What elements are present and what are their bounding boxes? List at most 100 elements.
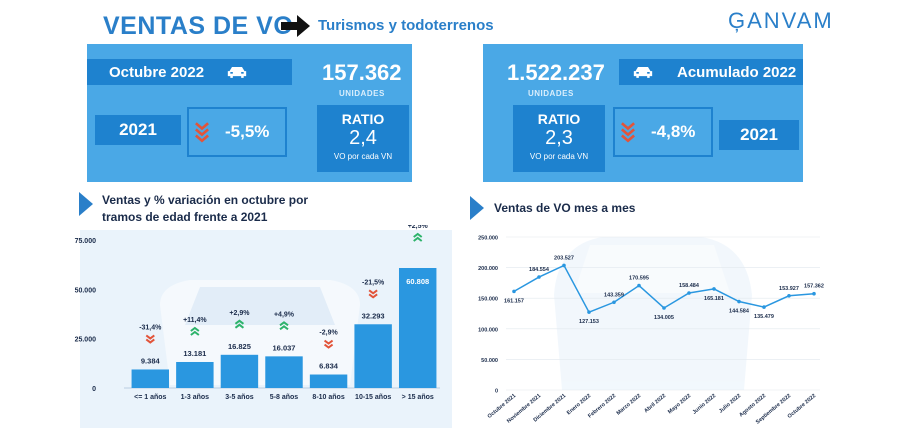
ratio-value: 2,3 bbox=[545, 127, 573, 149]
compare-year-box: 2021 bbox=[95, 115, 181, 145]
bar-value-label: 60.808 bbox=[406, 277, 429, 286]
period-banner: Acumulado 2022 bbox=[619, 59, 803, 85]
y-tick-label: 0 bbox=[495, 389, 498, 395]
bar bbox=[176, 361, 214, 388]
data-point bbox=[537, 275, 541, 279]
variation-value: -4,8% bbox=[651, 122, 696, 141]
x-tick-label: Marzo 2022 bbox=[616, 393, 643, 417]
bar bbox=[354, 324, 392, 388]
data-point bbox=[737, 299, 741, 304]
data-point-label: 165.181 bbox=[704, 296, 724, 302]
bar-value-label: 6.834 bbox=[319, 362, 339, 371]
x-tick-label: 5-8 años bbox=[270, 394, 299, 401]
data-point bbox=[812, 291, 816, 296]
data-point bbox=[612, 300, 616, 305]
bar-value-label: 13.181 bbox=[183, 349, 206, 358]
x-tick-label: Julio 2022 bbox=[718, 393, 742, 415]
period-banner: Octubre 2022 bbox=[87, 59, 292, 85]
section-marker-icon bbox=[470, 196, 484, 220]
x-tick-label: 3-5 años bbox=[225, 394, 254, 401]
bar bbox=[265, 356, 303, 388]
line-chart: 0 50.000 100.000 150.000 200.000 250.000 161.1… bbox=[478, 236, 824, 426]
chevron-up-icon bbox=[234, 319, 245, 329]
x-tick-label: Mayo 2022 bbox=[667, 393, 692, 415]
data-point bbox=[562, 263, 566, 268]
data-point-label: 170.595 bbox=[629, 276, 649, 282]
x-tick-label: Junio 2022 bbox=[692, 393, 718, 416]
chevron-down-icon-stroke bbox=[368, 293, 378, 299]
car-silhouette-watermark bbox=[554, 237, 752, 390]
data-point-label: 203.527 bbox=[554, 255, 574, 261]
ratio-title: RATIO bbox=[537, 111, 581, 127]
period-label: Octubre 2022 bbox=[109, 64, 205, 81]
chevron-up-icon-stroke bbox=[234, 319, 245, 325]
bar-variation-label: -31,4% bbox=[139, 324, 162, 331]
data-point-label: 161.157 bbox=[504, 298, 524, 304]
bar-variation-label: +2,5% bbox=[408, 225, 429, 230]
x-tick-label: 1-3 años bbox=[181, 394, 210, 401]
bar-variation-label: -21,5% bbox=[362, 279, 385, 286]
data-point bbox=[512, 289, 516, 294]
data-point bbox=[712, 287, 716, 291]
total-units: 157.362 bbox=[322, 60, 402, 85]
chevron-down-icon bbox=[195, 122, 209, 143]
data-point bbox=[687, 291, 691, 295]
variation-value: -5,5% bbox=[225, 122, 270, 141]
bar bbox=[309, 374, 348, 388]
data-point-label: 158.484 bbox=[679, 283, 700, 289]
car-icon bbox=[227, 67, 247, 78]
chevron-up-icon-stroke bbox=[279, 321, 289, 327]
chevron-down-icon-stroke bbox=[323, 339, 334, 345]
variation-box: -4,8% bbox=[613, 107, 713, 157]
period-label: Acumulado 2022 bbox=[677, 64, 797, 81]
bar bbox=[220, 354, 259, 388]
car-silhouette-watermark bbox=[160, 280, 360, 385]
compare-year-box: 2021 bbox=[719, 120, 799, 150]
x-tick-label: <= 1 años bbox=[134, 394, 166, 401]
data-point-label: 127.153 bbox=[579, 319, 599, 325]
chevron-up-icon bbox=[279, 321, 289, 331]
section-marker-icon bbox=[79, 192, 93, 216]
bar-chart: 0 25.000 50.000 75.000 9.384 -31,4% <= 1 años 1… bbox=[75, 225, 452, 428]
data-point bbox=[787, 293, 791, 298]
bar-value-label: 16.825 bbox=[228, 342, 251, 351]
ratio-box: RATIO 2,4 VO por cada VN bbox=[317, 105, 409, 172]
monthly-summary-panel: Octubre 2022 157.362 UNIDADES 2021 -5,5%… bbox=[87, 44, 412, 182]
ratio-subtitle: VO por cada VN bbox=[529, 152, 589, 161]
data-point-label: 157.362 bbox=[804, 284, 824, 290]
data-point-label: 144.584 bbox=[729, 309, 750, 315]
data-point bbox=[762, 305, 766, 309]
chevron-up-icon-stroke bbox=[190, 326, 200, 332]
x-tick-label: 10-15 años bbox=[355, 394, 391, 401]
accumulated-summary-panel: 1.522.237 UNIDADES Acumulado 2022 RATIO … bbox=[483, 44, 803, 182]
y-tick-label: 50.000 bbox=[75, 287, 97, 294]
chevron-down-icon bbox=[323, 339, 334, 349]
y-tick-label: 100.000 bbox=[478, 327, 498, 333]
y-tick-label: 50.000 bbox=[481, 358, 498, 364]
bar-variation-label: -2,9% bbox=[319, 330, 338, 337]
chevron-down-icon-stroke bbox=[323, 343, 334, 349]
chevron-up-icon bbox=[190, 326, 200, 336]
bar-variation-label: +4,9% bbox=[274, 311, 295, 318]
compare-year: 2021 bbox=[119, 120, 157, 139]
chevron-down-icon bbox=[621, 122, 635, 143]
units-label: UNIDADES bbox=[339, 89, 385, 98]
bar-value-label: 16.037 bbox=[273, 343, 296, 352]
arrow-right-icon bbox=[281, 15, 310, 37]
units-label: UNIDADES bbox=[528, 89, 574, 98]
data-point bbox=[587, 310, 591, 314]
y-tick-label: 200.000 bbox=[478, 266, 498, 272]
total-units: 1.522.237 bbox=[507, 60, 605, 85]
x-tick-label: Abril 2022 bbox=[643, 393, 667, 414]
y-tick-label: 25.000 bbox=[75, 337, 97, 344]
variation-box: -5,5% bbox=[187, 107, 287, 157]
bar-value-label: 9.384 bbox=[141, 356, 161, 365]
chevron-down-icon-stroke bbox=[145, 338, 155, 344]
page-subtitle: Turismos y todoterrenos bbox=[318, 17, 494, 34]
data-point-label: 143.359 bbox=[604, 292, 624, 298]
data-point-label: 153.927 bbox=[779, 286, 799, 292]
chevron-up-icon-stroke bbox=[279, 325, 289, 331]
chevron-down-icon-stroke bbox=[368, 289, 378, 295]
chevron-down-icon bbox=[368, 289, 378, 299]
ratio-subtitle: VO por cada VN bbox=[333, 152, 393, 161]
